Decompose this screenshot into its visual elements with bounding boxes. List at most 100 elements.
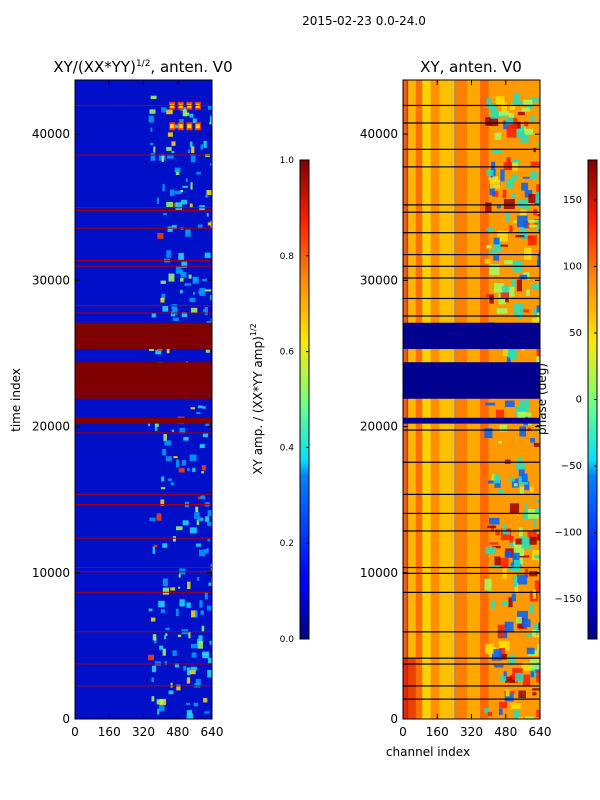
amplitude-patch — [171, 225, 177, 230]
phase-patch — [513, 483, 518, 487]
x-tick-label: 320 — [132, 725, 155, 739]
phase-patch — [511, 159, 520, 165]
phase-patch — [498, 489, 504, 494]
phase-patch — [513, 92, 521, 102]
amplitude-patch — [172, 536, 176, 542]
phase-patch — [539, 254, 540, 265]
phase-patch — [498, 627, 505, 639]
amplitude-patch — [148, 115, 154, 123]
phase-dark-band — [403, 362, 540, 399]
colorbar-tick-label: −100 — [555, 528, 582, 539]
phase-ylabel: phase (deg) — [535, 363, 549, 435]
amplitude-patch — [191, 610, 197, 618]
y-tick-label: 40000 — [360, 127, 398, 141]
amplitude-patch — [210, 318, 212, 322]
amplitude-patch — [197, 517, 202, 522]
amplitude-patch — [150, 153, 156, 161]
amplitude-flag-line — [75, 571, 212, 573]
amplitude-patch — [201, 465, 206, 471]
amplitude-patch — [206, 605, 212, 611]
amplitude-patch — [173, 317, 179, 321]
amplitude-patch — [207, 222, 212, 226]
amplitude-patch — [160, 487, 166, 490]
amplitude-patch — [185, 230, 190, 234]
amplitude-panel: XY/(XX*YY)1/2, anten. V0 0 160 320 480 640 0 1… — [9, 58, 233, 739]
amplitude-patch — [165, 456, 172, 462]
phase-patch — [512, 101, 523, 106]
phase-flag-line — [403, 566, 540, 569]
x-tick-label: 640 — [529, 725, 552, 739]
phase-patch — [489, 542, 499, 545]
phase-patch — [502, 524, 507, 533]
phase-flag-line — [403, 254, 540, 256]
amplitude-patch — [195, 610, 198, 618]
phase-patch — [538, 228, 540, 233]
phase-patch — [518, 717, 524, 719]
amplitude-patch — [178, 252, 184, 261]
phase-patch — [539, 660, 540, 665]
phase-flag-line — [403, 512, 540, 515]
amplitude-patch — [188, 274, 192, 279]
amplitude-patch — [209, 163, 212, 166]
amplitude-patch — [181, 460, 186, 466]
phase-patch — [516, 574, 528, 585]
amplitude-patch — [167, 226, 173, 232]
phase-patch — [489, 295, 494, 304]
phase-patch — [537, 629, 540, 638]
phase-patch — [518, 400, 530, 412]
amplitude-patch — [198, 224, 203, 229]
amplitude-patch — [158, 704, 165, 712]
phase-patch — [538, 622, 540, 631]
amplitude-fill-layer — [75, 95, 212, 719]
amplitude-patch — [167, 132, 173, 137]
x-tick-label: 640 — [201, 725, 224, 739]
amplitude-patch — [205, 194, 209, 198]
amplitude-patch — [178, 468, 185, 473]
amplitude-patch — [209, 640, 212, 645]
phase-patch — [496, 308, 508, 314]
phase-patch — [528, 225, 537, 228]
phase-patch — [491, 565, 502, 569]
amplitude-patch — [157, 232, 164, 239]
phase-patch — [486, 97, 491, 108]
amplitude-colorbar-gradient — [299, 159, 310, 640]
amplitude-patch — [174, 167, 181, 173]
phase-patch — [536, 184, 540, 197]
amplitude-saturated-band — [75, 322, 212, 350]
y-tick-label: 10000 — [360, 566, 398, 580]
amplitude-patch — [163, 635, 166, 640]
phase-patch — [533, 623, 540, 634]
x-tick-label: 320 — [460, 725, 483, 739]
phase-patch — [502, 346, 508, 356]
amplitude-patch — [189, 203, 193, 209]
phase-patch — [505, 676, 515, 683]
phase-patch — [519, 527, 523, 537]
phase-patch — [513, 544, 525, 556]
phase-patch — [513, 576, 518, 588]
amplitude-patch — [170, 587, 176, 591]
phase-patch — [536, 709, 540, 718]
amplitude-patch — [158, 600, 165, 608]
phase-flag-line — [403, 315, 540, 317]
amplitude-patch — [207, 539, 211, 542]
phase-patch — [538, 557, 540, 564]
amplitude-patch — [199, 549, 206, 557]
phase-patch — [517, 198, 528, 209]
phase-patch — [509, 503, 520, 513]
phase-patch — [507, 286, 515, 297]
phase-patch — [513, 559, 521, 572]
phase-patch — [490, 106, 498, 119]
amplitude-patch — [189, 297, 196, 303]
phase-blue-stripe — [454, 80, 456, 719]
phase-patch — [504, 621, 514, 632]
phase-title: XY, anten. V0 — [420, 58, 522, 76]
phase-patch — [516, 126, 525, 138]
phase-red-region — [403, 657, 416, 719]
amplitude-patch — [208, 582, 212, 586]
phase-patch — [499, 557, 509, 569]
amplitude-flag-line — [75, 504, 212, 506]
amplitude-patch — [155, 349, 162, 355]
amplitude-patch — [179, 599, 185, 607]
amplitude-patch — [206, 213, 209, 217]
phase-dark-band — [403, 322, 540, 350]
